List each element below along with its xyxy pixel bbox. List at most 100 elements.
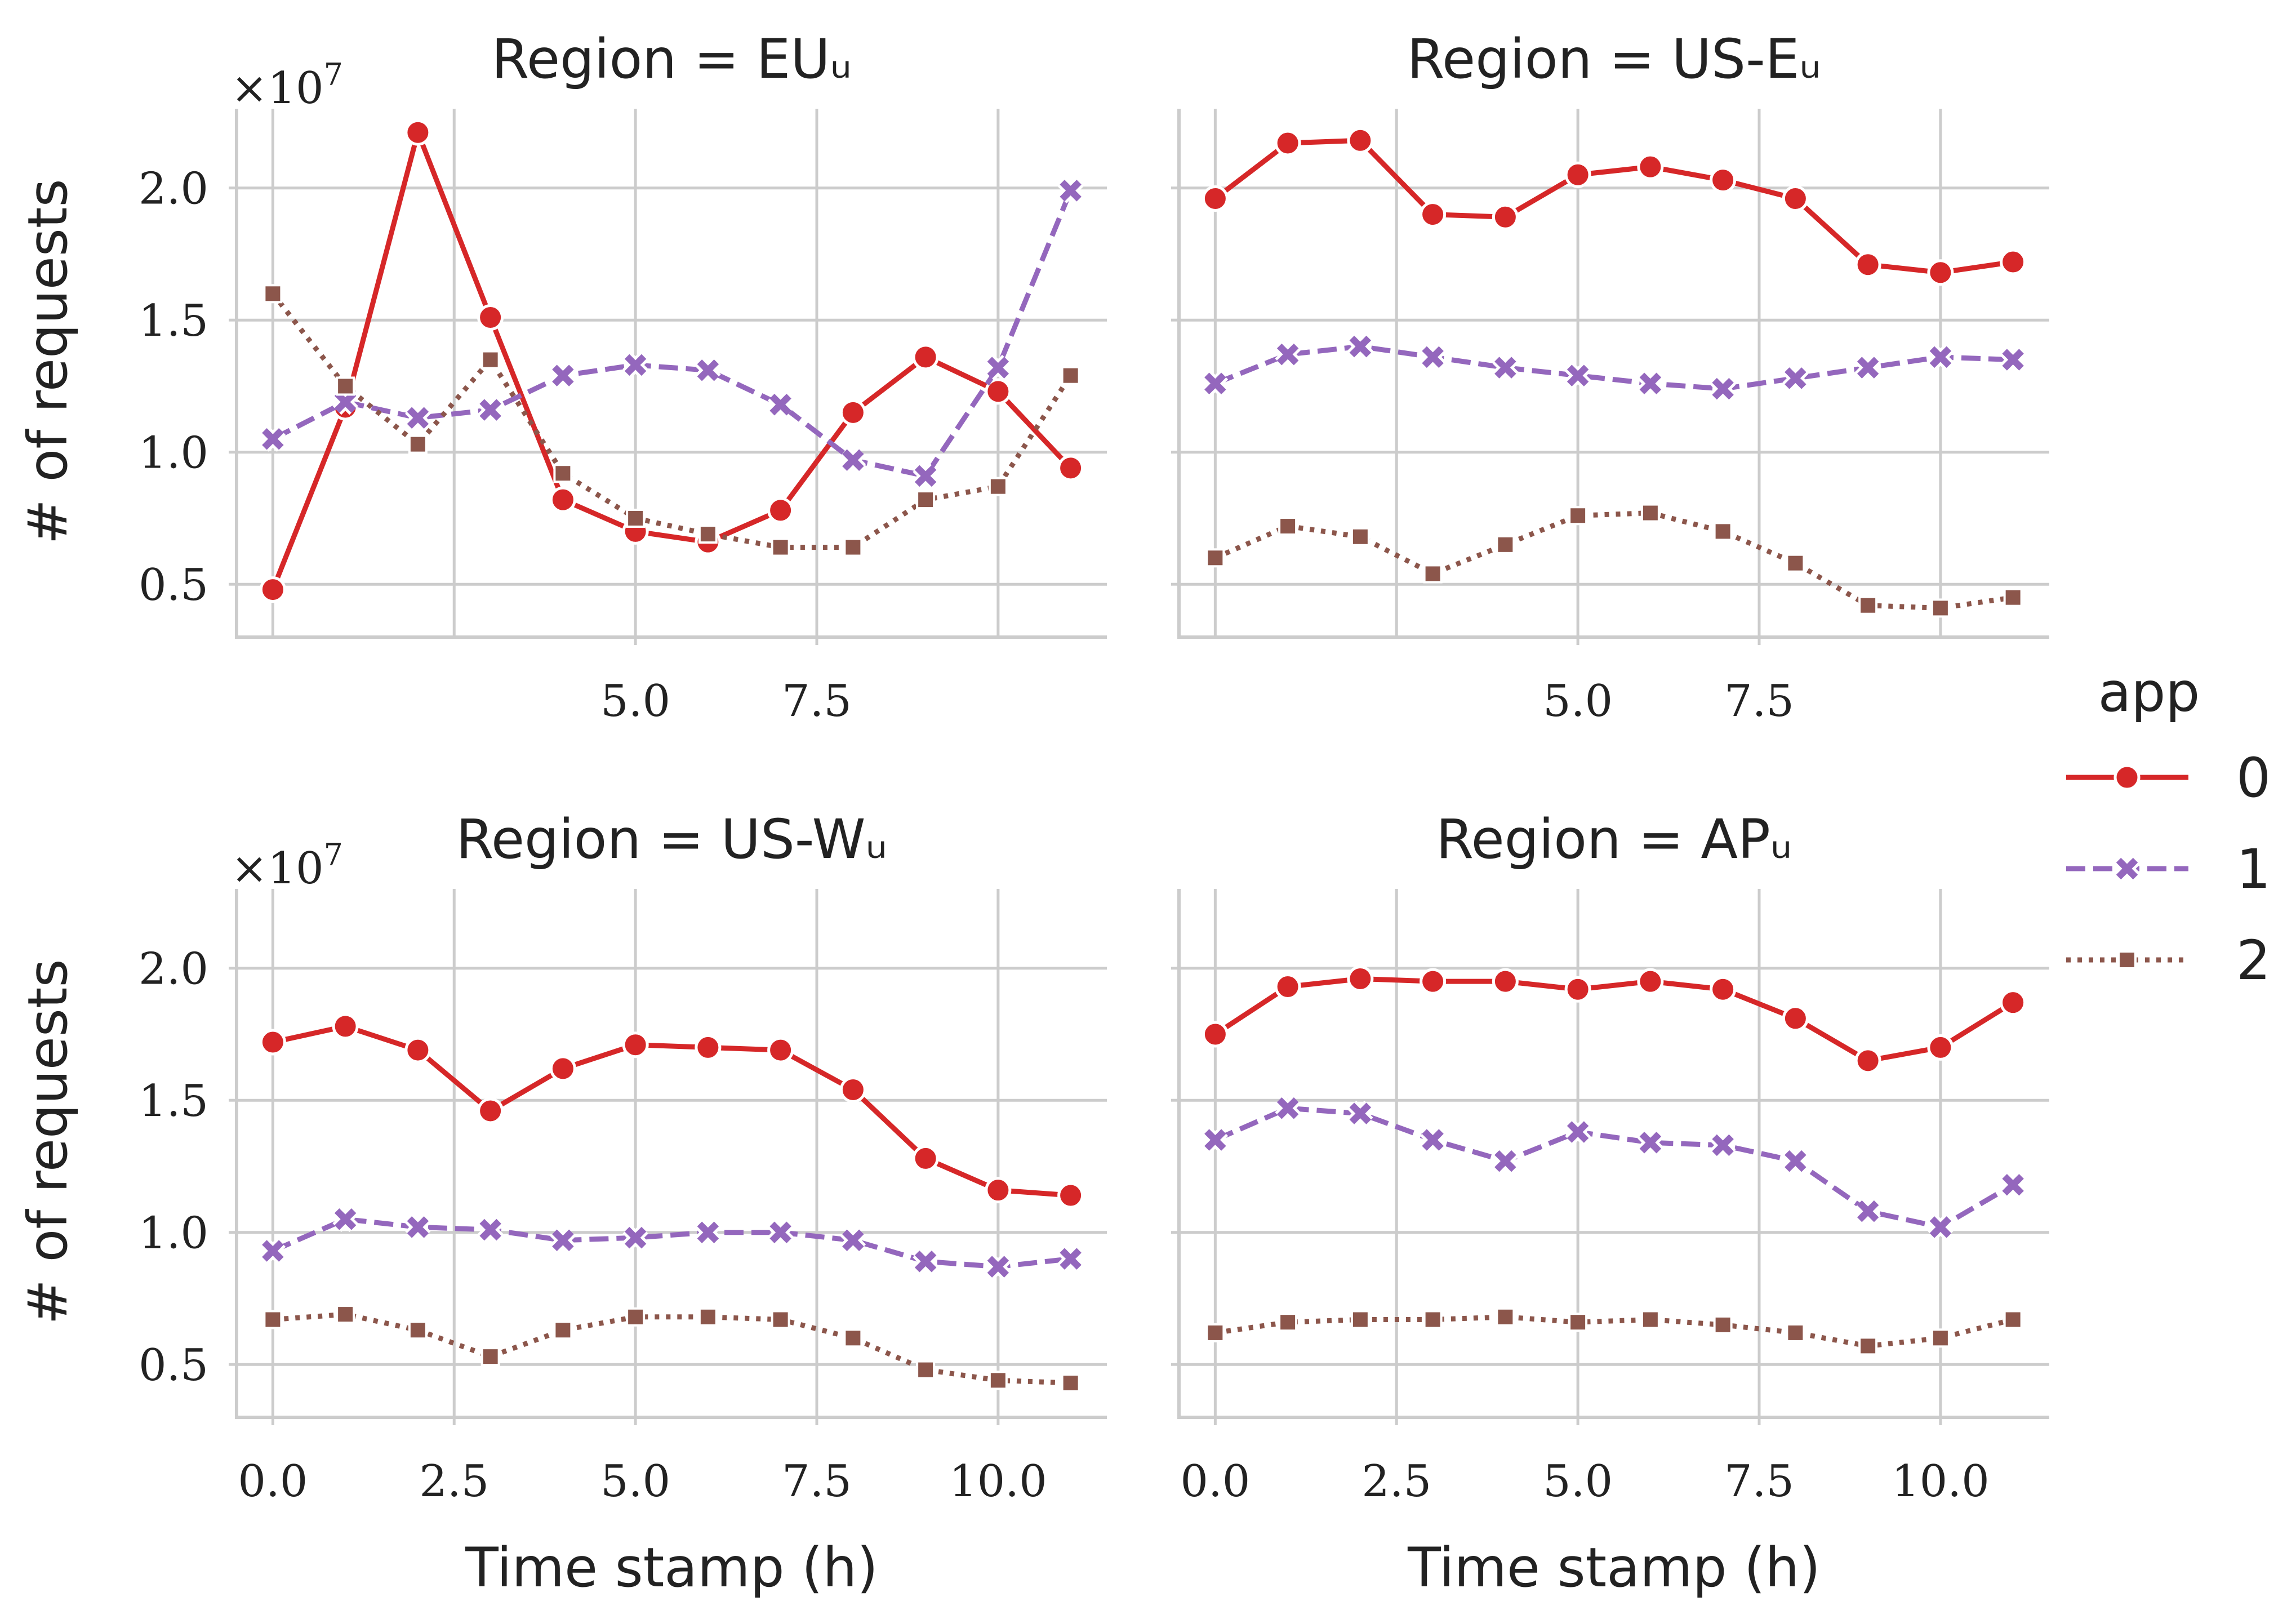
data-point bbox=[626, 1307, 646, 1327]
data-point bbox=[1927, 259, 1954, 286]
data-point bbox=[1710, 376, 1736, 402]
data-point bbox=[1274, 973, 1301, 1000]
series-0 bbox=[1202, 965, 2027, 1074]
panel-title: Region = US-Wᵤ bbox=[456, 808, 888, 871]
y-axis-label: # of requests bbox=[16, 959, 79, 1325]
series-line bbox=[272, 1216, 1071, 1270]
y-tick-label: 0.5 bbox=[139, 1340, 208, 1391]
data-point bbox=[1640, 503, 1660, 523]
data-point bbox=[1347, 127, 1374, 154]
x-tick-label: 7.5 bbox=[1724, 1456, 1794, 1507]
series-2 bbox=[1205, 503, 2023, 618]
data-point bbox=[1061, 366, 1080, 385]
series-line bbox=[1214, 1105, 2014, 1230]
data-point bbox=[260, 426, 286, 452]
data-point bbox=[1637, 968, 1664, 995]
data-point bbox=[553, 1320, 573, 1340]
panel-title: Region = EUᵤ bbox=[492, 28, 852, 91]
data-point bbox=[404, 119, 431, 146]
data-point bbox=[1564, 976, 1591, 1003]
data-point bbox=[477, 304, 504, 331]
data-point bbox=[695, 1219, 721, 1246]
data-point bbox=[1492, 203, 1519, 230]
x-tick-label: 7.5 bbox=[782, 676, 852, 727]
series-line bbox=[1214, 1314, 2014, 1349]
data-point bbox=[698, 524, 718, 544]
data-point bbox=[1347, 333, 1373, 359]
data-point bbox=[985, 378, 1012, 405]
panels-layer: 5.0 7.5 0.5 1.0 1.5 2.0 ×107 Region = EUᵤ # of r… bbox=[16, 28, 2049, 1599]
x-tick-label: 7.5 bbox=[782, 1456, 852, 1507]
data-point bbox=[2003, 1310, 2023, 1329]
data-point bbox=[843, 1328, 863, 1348]
data-point bbox=[1347, 965, 1374, 992]
data-point bbox=[549, 1055, 576, 1082]
data-point bbox=[404, 1037, 431, 1064]
data-point bbox=[626, 508, 646, 528]
data-point bbox=[1278, 1313, 1298, 1332]
data-point bbox=[1423, 1310, 1443, 1329]
data-point bbox=[622, 1031, 649, 1058]
data-point bbox=[2000, 989, 2027, 1016]
data-point bbox=[1710, 167, 1737, 194]
data-point bbox=[259, 576, 286, 603]
facet-panel-2: 5.0 7.5 Region = US-Eᵤ bbox=[1171, 28, 2049, 727]
data-point bbox=[1275, 341, 1301, 367]
series-line bbox=[1214, 344, 2013, 392]
legend-marker bbox=[2114, 856, 2140, 882]
data-point bbox=[332, 1013, 359, 1040]
data-point bbox=[1637, 153, 1664, 180]
legend-marker bbox=[2113, 764, 2141, 791]
data-point bbox=[1274, 130, 1301, 157]
data-point bbox=[913, 463, 938, 489]
data-point bbox=[332, 1206, 358, 1233]
data-point bbox=[622, 352, 648, 378]
data-point bbox=[1420, 1127, 1446, 1153]
data-point bbox=[1057, 1182, 1084, 1209]
series-0 bbox=[259, 119, 1084, 603]
x-tick-label: 2.5 bbox=[419, 1456, 489, 1507]
data-point bbox=[263, 284, 283, 304]
x-tick-label: 5.0 bbox=[1543, 676, 1613, 727]
legend-label: 2 bbox=[2236, 929, 2271, 992]
x-tick-label: 5.0 bbox=[600, 1456, 670, 1507]
data-point bbox=[1858, 595, 1878, 615]
data-point bbox=[771, 1310, 790, 1329]
data-point bbox=[912, 344, 939, 371]
data-point bbox=[1928, 1214, 1954, 1240]
data-point bbox=[550, 362, 576, 389]
data-point bbox=[1350, 1310, 1370, 1329]
data-point bbox=[1278, 517, 1298, 536]
data-point bbox=[1496, 535, 1515, 554]
data-point bbox=[2003, 588, 2023, 607]
data-point bbox=[1928, 344, 1954, 370]
panel-title: Region = APᵤ bbox=[1436, 808, 1792, 871]
data-point bbox=[477, 397, 504, 423]
x-tick-label: 0.0 bbox=[1180, 1456, 1250, 1507]
data-point bbox=[1782, 1148, 1809, 1174]
data-point bbox=[767, 1219, 794, 1246]
x-axis-label: Time stamp (h) bbox=[1407, 1536, 1821, 1599]
data-point bbox=[332, 389, 358, 415]
data-point bbox=[1713, 1315, 1733, 1335]
series-1 bbox=[260, 1206, 1084, 1280]
legend-label: 1 bbox=[2236, 838, 2271, 901]
data-point bbox=[550, 1227, 576, 1253]
data-point bbox=[1855, 354, 1881, 381]
y-tick-label: 2.0 bbox=[139, 164, 208, 215]
data-point bbox=[2000, 346, 2026, 373]
data-point bbox=[622, 1225, 648, 1251]
data-point bbox=[408, 1320, 428, 1340]
data-point bbox=[1420, 968, 1447, 995]
y-tick-label: 1.5 bbox=[139, 1076, 208, 1127]
legend-title: app bbox=[2098, 661, 2200, 724]
data-point bbox=[336, 1305, 355, 1324]
data-point bbox=[695, 357, 721, 384]
panel-title: Region = US-Eᵤ bbox=[1407, 28, 1821, 91]
data-point bbox=[1638, 370, 1663, 397]
data-point bbox=[1786, 553, 1805, 573]
data-point bbox=[1564, 161, 1591, 188]
data-point bbox=[259, 1029, 286, 1056]
data-point bbox=[916, 1360, 936, 1380]
